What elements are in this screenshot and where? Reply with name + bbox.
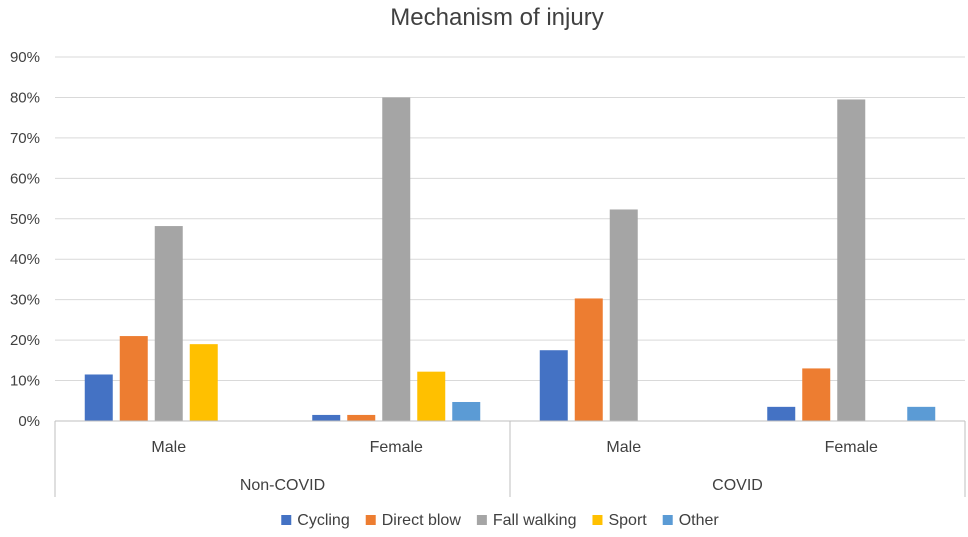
x-tick-label: Female: [370, 439, 423, 456]
legend-swatch: [281, 515, 292, 525]
chart-title: Mechanism of injury: [390, 4, 603, 31]
bar-direct-blow: [802, 368, 831, 421]
legend-item: Sport: [592, 512, 647, 529]
legend-swatch: [662, 515, 673, 525]
legend-swatch: [365, 515, 376, 525]
y-tick-label: 60%: [10, 170, 40, 187]
y-tick-label: 30%: [10, 292, 40, 309]
bar-direct-blow: [119, 336, 148, 421]
legend-label: Sport: [608, 512, 647, 529]
x-tick-label: Male: [606, 439, 641, 456]
bar-fall-walking: [382, 97, 411, 421]
bar-cycling: [84, 374, 113, 421]
bar-other: [452, 401, 481, 421]
x-group-label: Non-COVID: [240, 477, 325, 494]
legend-item: Cycling: [281, 512, 350, 529]
bar-cycling: [767, 406, 796, 421]
x-tick-label: Female: [825, 439, 878, 456]
legend-swatch: [592, 515, 603, 525]
bar-fall-walking: [154, 226, 183, 421]
y-axis-ticks: 0% 10% 20% 30% 40% 50% 60% 70% 80% 90%: [10, 49, 40, 430]
bar-fall-walking: [837, 99, 866, 421]
bar-direct-blow: [347, 414, 376, 421]
legend-label: Other: [679, 512, 720, 529]
bar-cycling: [312, 414, 341, 421]
legend-item: Fall walking: [476, 512, 577, 529]
legend-item: Other: [662, 512, 720, 529]
y-tick-label: 90%: [10, 49, 40, 66]
y-tick-label: 40%: [10, 251, 40, 268]
y-tick-label: 10%: [10, 373, 40, 390]
x-group-label: COVID: [712, 477, 763, 494]
bars: [84, 97, 936, 421]
legend-label: Fall walking: [493, 512, 577, 529]
x-tick-label: Male: [151, 439, 186, 456]
legend-label: Cycling: [297, 512, 349, 529]
bar-sport: [189, 344, 218, 421]
gridlines: [55, 56, 965, 382]
y-tick-label: 50%: [10, 211, 40, 228]
bar-cycling: [539, 350, 568, 421]
bar-direct-blow: [574, 298, 603, 421]
legend-swatch: [476, 515, 487, 525]
legend-label: Direct blow: [382, 512, 462, 529]
y-tick-label: 0%: [18, 413, 40, 430]
y-tick-label: 20%: [10, 332, 40, 349]
y-tick-label: 80%: [10, 89, 40, 106]
bar-fall-walking: [609, 209, 638, 421]
legend: Cycling Direct blow Fall walking Sport Other: [281, 512, 719, 529]
bar-sport: [417, 371, 446, 421]
bar-other: [907, 406, 936, 421]
legend-item: Direct blow: [365, 512, 462, 529]
x-axis: Male Female Non-COVID Male Female COVID: [54, 420, 966, 497]
y-tick-label: 70%: [10, 130, 40, 147]
